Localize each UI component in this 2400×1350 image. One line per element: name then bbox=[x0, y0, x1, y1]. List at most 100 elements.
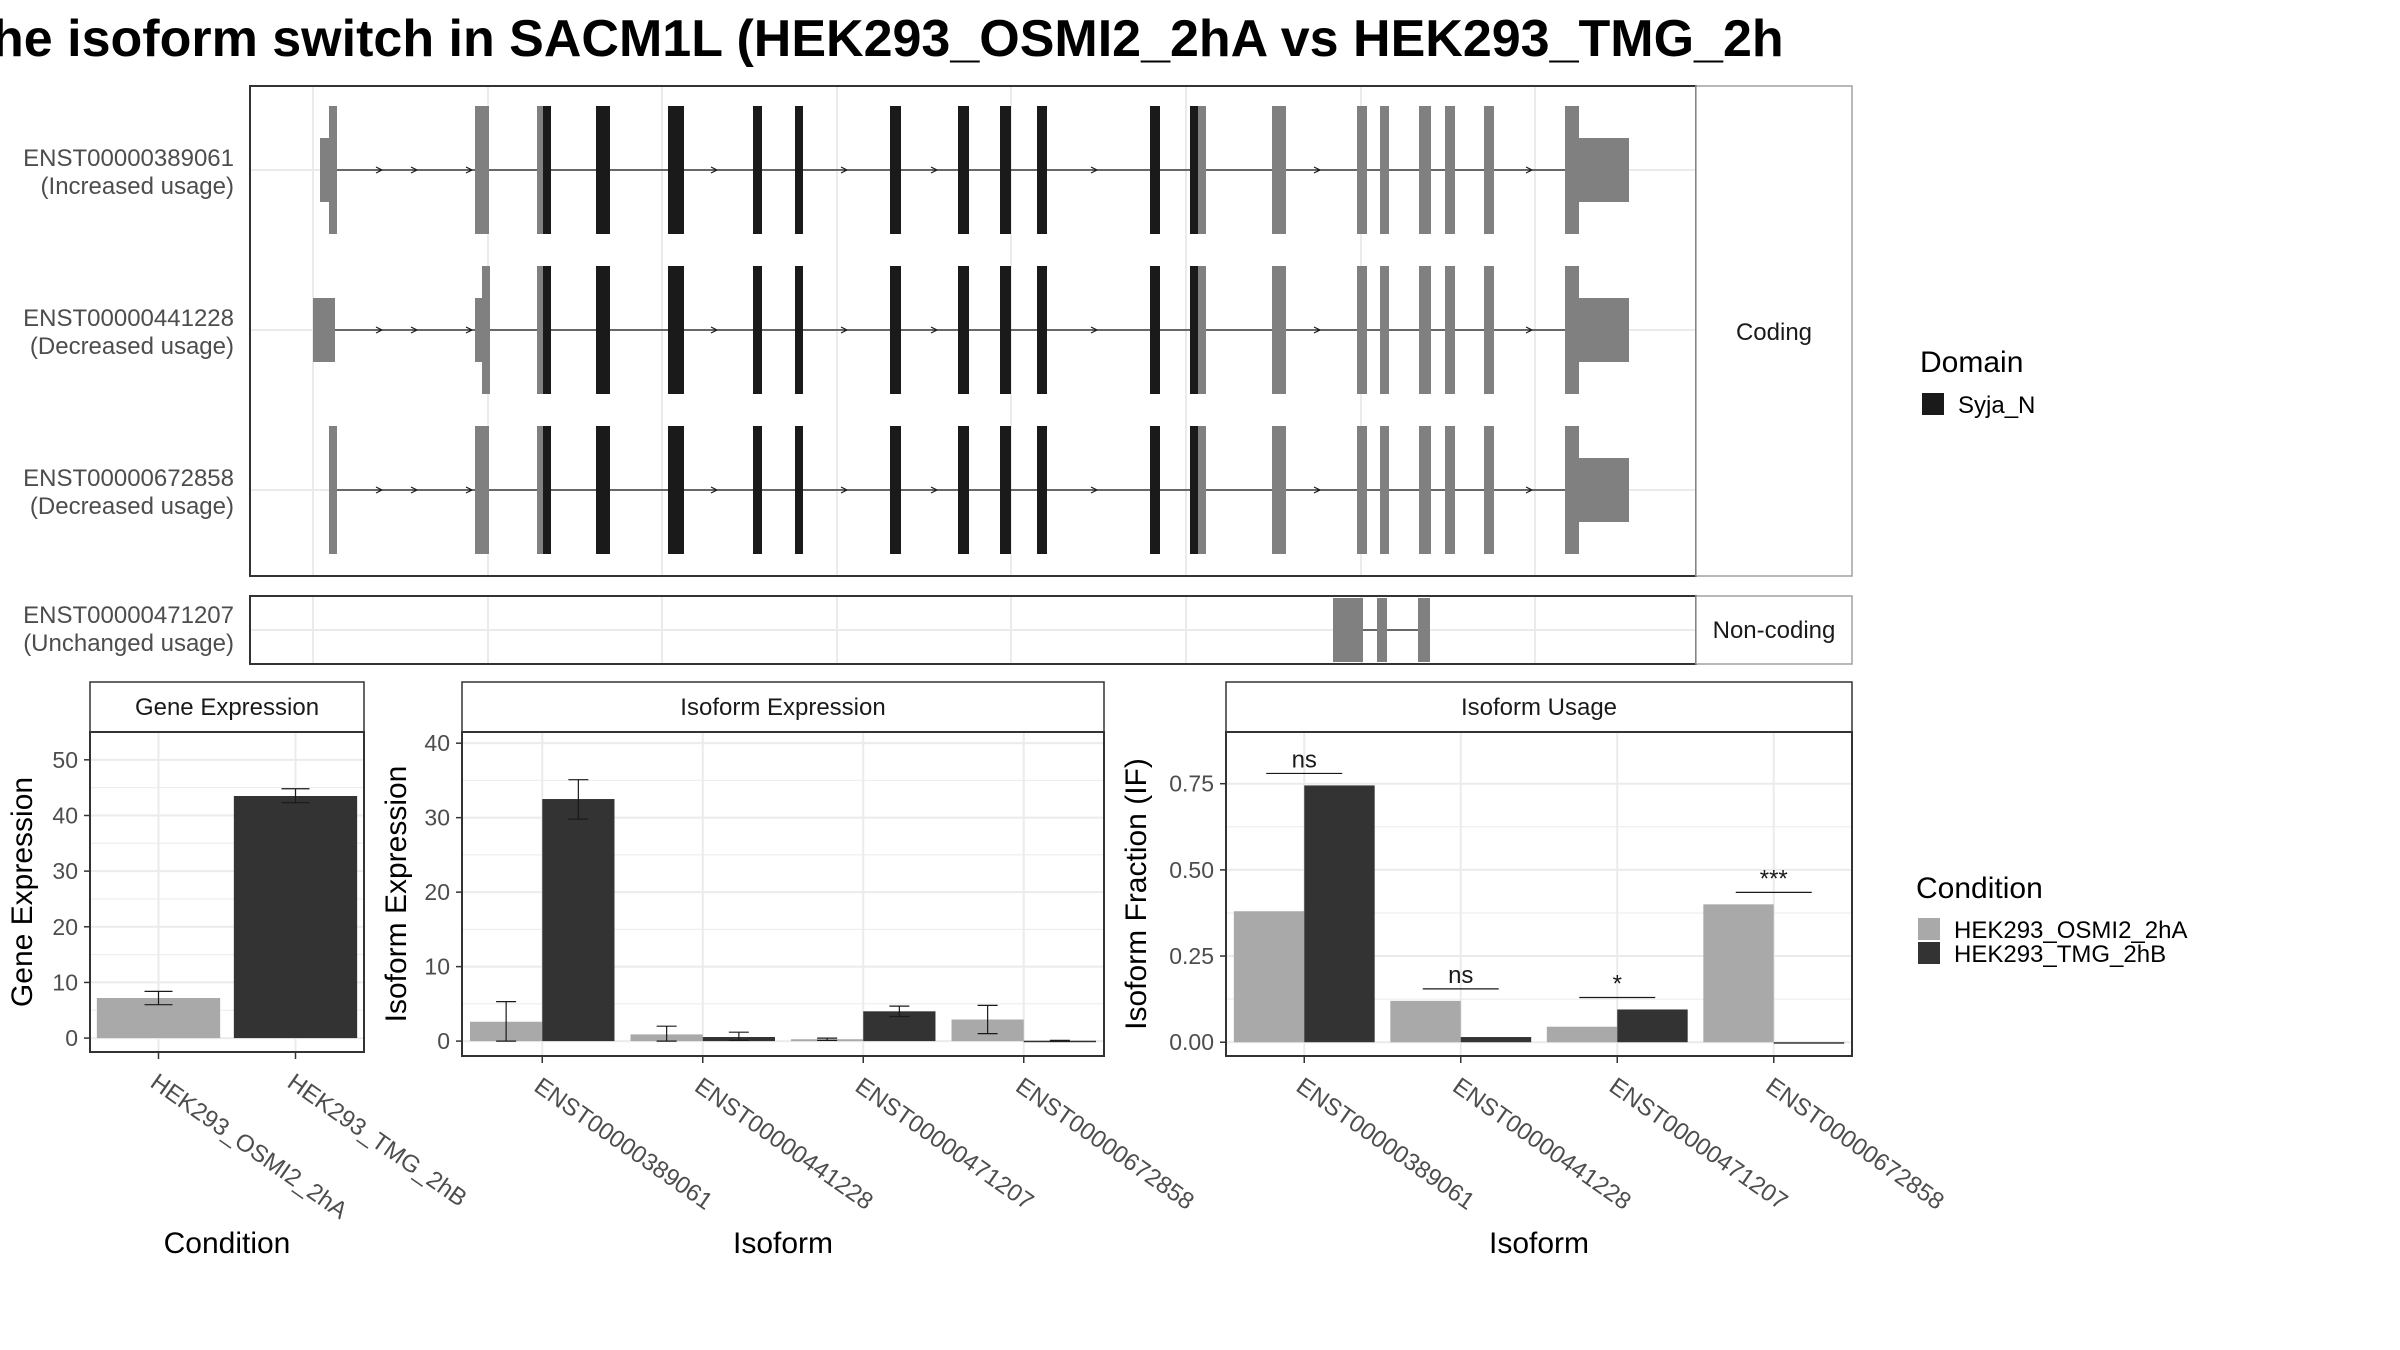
exon bbox=[1150, 106, 1160, 234]
strand-arrow bbox=[375, 326, 384, 334]
exon bbox=[753, 106, 762, 234]
exon bbox=[313, 298, 335, 362]
x-axis-title: Isoform bbox=[733, 1227, 833, 1260]
exon bbox=[537, 106, 545, 234]
bar bbox=[1773, 1042, 1845, 1044]
significance-label: *** bbox=[1760, 865, 1788, 892]
isoform-usage-672858: (Decreased usage) bbox=[30, 493, 234, 520]
exon bbox=[475, 106, 489, 234]
y-axis-title: Isoform Fraction (IF) bbox=[1120, 758, 1153, 1030]
transcript-471207 bbox=[1333, 598, 1430, 662]
isoform-usage-441228: (Decreased usage) bbox=[30, 333, 234, 360]
y-tick-label: 0.25 bbox=[1169, 943, 1214, 969]
x-tick-label: ENST00000672858 bbox=[1011, 1073, 1199, 1216]
significance-label: * bbox=[1613, 970, 1622, 997]
exon bbox=[1579, 458, 1629, 522]
exon bbox=[596, 266, 610, 394]
exon bbox=[1419, 426, 1431, 554]
exon bbox=[753, 266, 762, 394]
coding-strip-label: Coding bbox=[1736, 319, 1812, 346]
strand-arrow bbox=[1313, 486, 1322, 494]
bar bbox=[233, 796, 358, 1039]
chart-title: Gene Expression bbox=[135, 694, 319, 721]
bar bbox=[1460, 1037, 1532, 1043]
x-axis-title: Isoform bbox=[1489, 1227, 1589, 1260]
exon bbox=[1198, 426, 1206, 554]
strand-arrow bbox=[1525, 326, 1534, 334]
strand-arrow bbox=[1090, 166, 1099, 174]
y-tick-label: 30 bbox=[424, 805, 450, 831]
exon bbox=[668, 266, 684, 394]
y-tick-label: 40 bbox=[52, 802, 78, 828]
exon bbox=[1579, 138, 1629, 202]
y-tick-label: 20 bbox=[52, 914, 78, 940]
exon bbox=[753, 426, 762, 554]
exon bbox=[1272, 426, 1286, 554]
isoform-structure-panels: Coding Non-coding ENST00000389061 (Incre… bbox=[23, 85, 1853, 665]
chart-strip bbox=[89, 681, 365, 733]
y-tick-label: 20 bbox=[424, 879, 450, 905]
transcript-672858 bbox=[329, 426, 1629, 554]
exon bbox=[482, 266, 490, 394]
exon bbox=[475, 298, 482, 362]
exon bbox=[1037, 266, 1047, 394]
strand-arrow bbox=[375, 166, 384, 174]
strand-arrow bbox=[410, 166, 419, 174]
y-tick-label: 0.00 bbox=[1169, 1029, 1214, 1055]
exon bbox=[1565, 106, 1579, 234]
transcript-389061 bbox=[320, 106, 1629, 234]
exon bbox=[1037, 106, 1047, 234]
exon bbox=[890, 426, 901, 554]
bar bbox=[1304, 785, 1375, 1043]
exon bbox=[1565, 266, 1579, 394]
x-axis-title: Condition bbox=[164, 1227, 291, 1260]
exon bbox=[1445, 266, 1455, 394]
condition-b-swatch bbox=[1918, 942, 1940, 964]
exon bbox=[890, 266, 901, 394]
bar bbox=[1617, 1009, 1688, 1043]
y-tick-label: 0 bbox=[65, 1025, 78, 1051]
bar bbox=[542, 799, 615, 1042]
exon bbox=[1380, 426, 1389, 554]
exon bbox=[1377, 598, 1387, 662]
y-tick-label: 30 bbox=[52, 858, 78, 884]
strand-arrow bbox=[1525, 486, 1534, 494]
strand-arrow bbox=[710, 486, 719, 494]
exon bbox=[1272, 106, 1286, 234]
noncoding-strip-label: Non-coding bbox=[1713, 617, 1836, 644]
isoform-expression-chart: Isoform Expression010203040ENST000003890… bbox=[380, 681, 1199, 1260]
syja-n-swatch bbox=[1922, 393, 1944, 415]
coding-strip bbox=[1695, 85, 1853, 577]
bar bbox=[1233, 911, 1305, 1043]
isoform-usage-471207: (Unchanged usage) bbox=[23, 630, 234, 657]
exon bbox=[1565, 426, 1579, 554]
transcript-441228 bbox=[313, 266, 1629, 394]
noncoding-strip bbox=[1695, 595, 1853, 665]
exon bbox=[958, 426, 969, 554]
strand-arrow bbox=[465, 166, 474, 174]
exon bbox=[1484, 426, 1494, 554]
exon bbox=[1190, 106, 1198, 234]
exon bbox=[1419, 106, 1431, 234]
domain-legend-title: Domain bbox=[1920, 346, 2023, 379]
strand-arrow bbox=[710, 166, 719, 174]
chart-title: Isoform Expression bbox=[680, 694, 885, 721]
exon bbox=[596, 106, 610, 234]
strand-arrow bbox=[1525, 166, 1534, 174]
exon bbox=[1000, 106, 1011, 234]
strand-arrow bbox=[1090, 326, 1099, 334]
exon bbox=[795, 266, 803, 394]
condition-legend: Condition HEK293_OSMI2_2hA HEK293_TMG_2h… bbox=[1916, 872, 2187, 968]
strand-arrow bbox=[840, 486, 849, 494]
strand-arrow bbox=[930, 486, 939, 494]
exon bbox=[1445, 106, 1455, 234]
isoform-label-389061: ENST00000389061 bbox=[23, 145, 234, 172]
isoform-label-441228: ENST00000441228 bbox=[23, 305, 234, 332]
exon bbox=[537, 426, 545, 554]
domain-legend: Domain Syja_N bbox=[1920, 346, 2035, 419]
exon bbox=[795, 106, 803, 234]
condition-b-label: HEK293_TMG_2hB bbox=[1954, 941, 2166, 968]
exon bbox=[1150, 426, 1160, 554]
